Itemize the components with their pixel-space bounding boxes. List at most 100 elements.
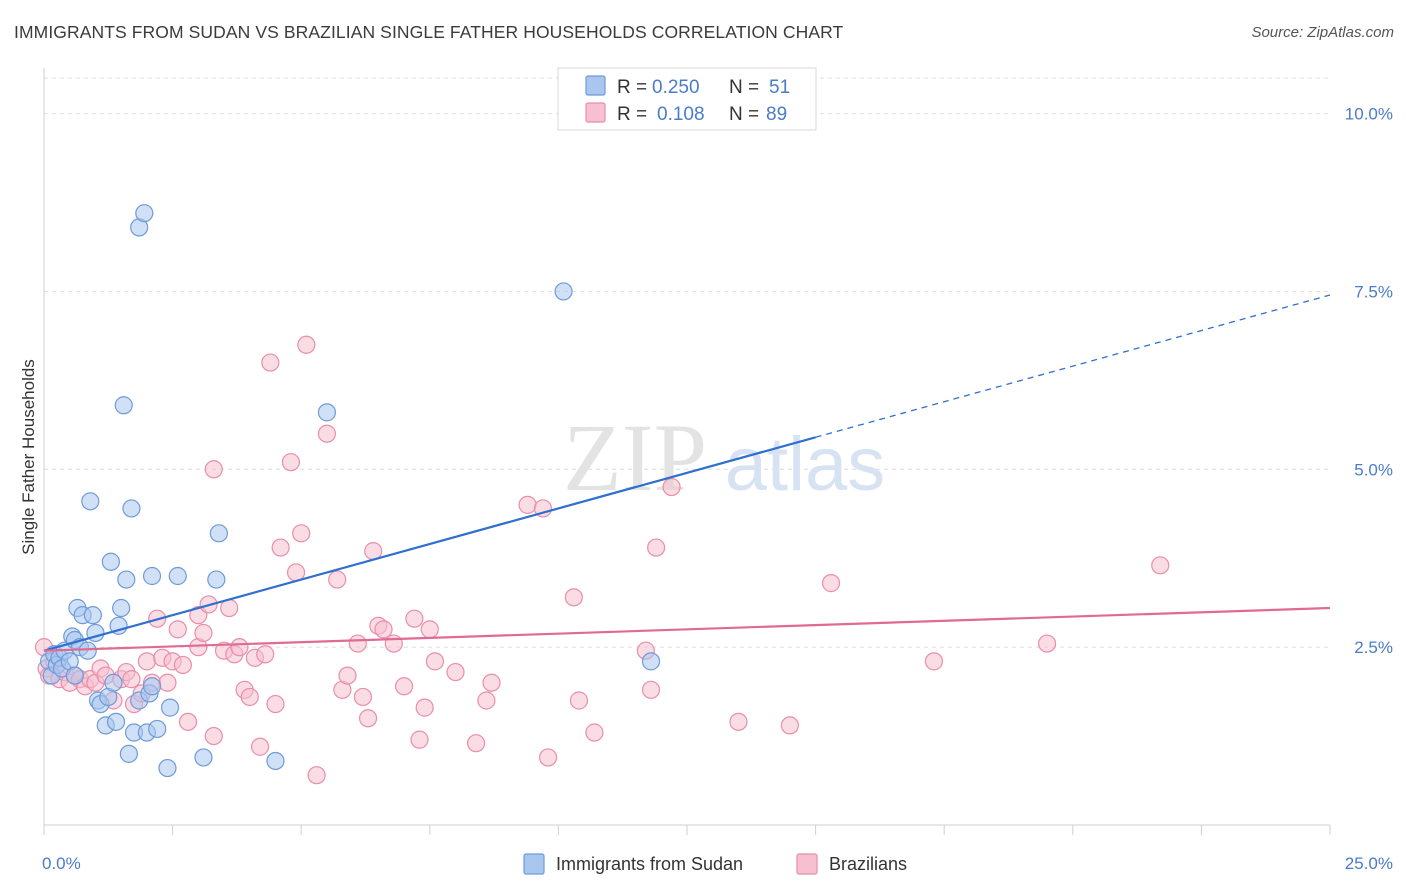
- data-point: [101, 552, 120, 571]
- watermark-atlas: atlas: [725, 422, 886, 507]
- top-legend: R = 0.250 N = 51 R = 0.108 N = 89: [557, 67, 817, 131]
- data-point: [533, 499, 553, 518]
- data-point: [142, 677, 162, 696]
- legend-r-label: R =: [617, 104, 647, 125]
- data-point: [317, 403, 337, 422]
- data-point: [104, 673, 123, 692]
- data-point: [207, 570, 226, 589]
- legend-n-label: N =: [729, 77, 759, 98]
- data-point: [114, 396, 133, 415]
- data-point: [564, 588, 583, 607]
- x-tick-label: 0.0%: [42, 854, 81, 873]
- data-point: [158, 758, 177, 778]
- data-point: [585, 723, 604, 742]
- data-point: [281, 453, 301, 472]
- data-point: [173, 655, 192, 675]
- source-label: Source: ZipAtlas.com: [1251, 24, 1394, 41]
- data-point: [112, 598, 131, 618]
- data-point: [924, 652, 944, 671]
- data-point: [142, 566, 162, 586]
- data-point: [230, 638, 249, 657]
- x-tick-label: 25.0%: [1345, 854, 1393, 873]
- data-point: [539, 748, 558, 767]
- data-point: [178, 712, 198, 731]
- data-point: [148, 719, 167, 739]
- trend-lines: [43, 294, 1331, 652]
- data-point: [466, 734, 486, 753]
- legend-n-value: 89: [766, 104, 787, 125]
- data-point: [384, 634, 403, 653]
- data-point: [194, 623, 213, 643]
- x-tick-labels: 0.0% 25.0%: [42, 854, 1393, 873]
- data-point: [317, 424, 337, 443]
- data-point: [297, 335, 316, 354]
- data-point: [1037, 634, 1057, 653]
- data-point: [204, 460, 223, 479]
- data-point: [641, 652, 661, 671]
- legend-swatch-brazilians: [585, 102, 606, 123]
- y-axis-title: Single Father Households: [19, 359, 38, 555]
- y-tick-label: 5.0%: [1354, 460, 1393, 479]
- data-point: [261, 353, 280, 372]
- data-point: [569, 691, 589, 710]
- data-point: [122, 499, 141, 518]
- data-point: [394, 677, 414, 696]
- legend-r-value: 0.250: [652, 77, 700, 98]
- data-point: [106, 712, 126, 731]
- data-point: [405, 609, 424, 628]
- data-point: [647, 538, 666, 557]
- watermark-zip: ZIP: [563, 404, 707, 511]
- data-point: [160, 698, 180, 717]
- data-point: [137, 652, 156, 671]
- legend-r-value: 0.108: [657, 104, 705, 125]
- data-point: [81, 492, 100, 511]
- data-point: [482, 673, 501, 692]
- data-point: [266, 694, 285, 714]
- bottom-legend-label-sudan: Immigrants from Sudan: [556, 854, 743, 874]
- data-point: [158, 673, 177, 692]
- data-point: [307, 766, 326, 785]
- y-tick-label: 2.5%: [1354, 638, 1393, 657]
- trend-line-extension: [815, 294, 1331, 438]
- data-point: [662, 477, 681, 497]
- bottom-legend: Immigrants from Sudan Brazilians: [523, 853, 907, 875]
- bottom-legend-swatch-brazilians: [796, 853, 818, 875]
- data-point: [641, 680, 661, 699]
- data-point: [250, 737, 270, 756]
- data-point: [420, 620, 439, 639]
- bottom-legend-swatch-sudan: [523, 853, 545, 875]
- data-point: [194, 748, 213, 767]
- data-point: [65, 666, 84, 685]
- data-point: [477, 691, 496, 710]
- data-point: [780, 716, 799, 735]
- data-point: [446, 662, 465, 682]
- data-point: [256, 645, 275, 664]
- legend-n-value: 51: [769, 77, 790, 98]
- data-point: [374, 620, 393, 639]
- trend-line: [43, 436, 816, 652]
- data-point: [1151, 556, 1170, 575]
- bottom-legend-label-brazilians: Brazilians: [829, 854, 907, 874]
- data-point: [358, 709, 378, 728]
- data-point: [83, 606, 102, 625]
- data-point: [353, 687, 373, 707]
- data-point: [240, 687, 259, 707]
- data-point: [292, 524, 311, 543]
- axes: [43, 68, 1331, 835]
- data-point: [410, 730, 429, 749]
- brazilians-points: [34, 335, 1170, 785]
- legend-n-label: N =: [729, 104, 759, 125]
- data-point: [554, 282, 573, 301]
- data-point: [209, 524, 228, 543]
- data-point: [119, 744, 138, 763]
- chart-title: IMMIGRANTS FROM SUDAN VS BRAZILIAN SINGL…: [14, 22, 844, 42]
- data-point: [271, 538, 290, 557]
- data-point: [729, 712, 748, 731]
- data-point: [117, 570, 136, 589]
- legend-r-label: R =: [617, 77, 647, 98]
- data-point: [348, 634, 367, 653]
- trend-line: [43, 606, 1331, 652]
- data-point: [78, 641, 97, 660]
- data-point: [168, 566, 187, 586]
